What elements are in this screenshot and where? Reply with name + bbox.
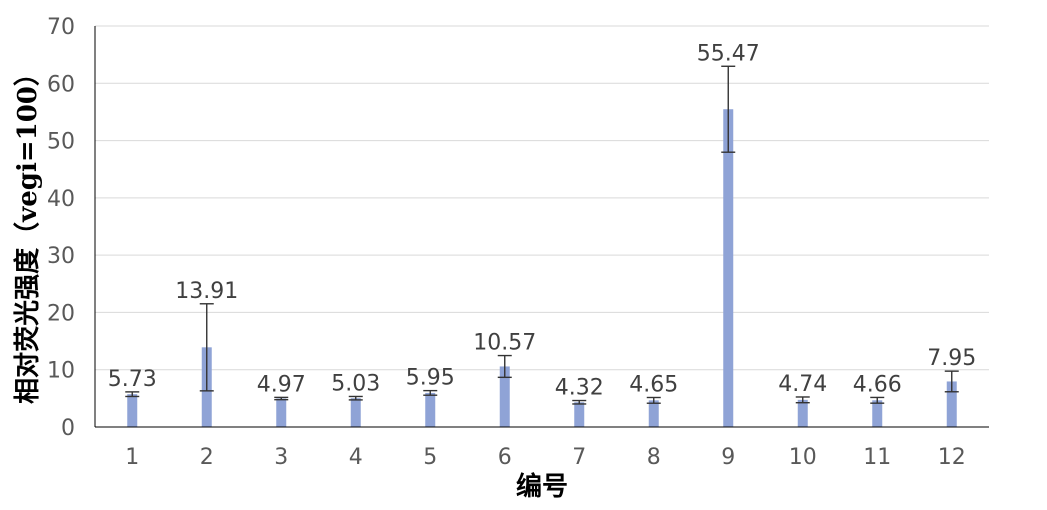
data-label-3: 4.97 [257, 372, 306, 397]
data-label-12: 7.95 [927, 346, 976, 371]
bar-3 [276, 398, 287, 427]
bar-5 [425, 392, 436, 427]
bar-4 [350, 398, 361, 427]
data-label-5: 5.95 [406, 366, 455, 391]
bar-7 [574, 402, 585, 427]
x-tick-label-5: 5 [423, 445, 437, 470]
y-tick-label-20: 20 [47, 301, 75, 326]
data-label-10: 4.74 [778, 372, 827, 397]
x-tick-label-3: 3 [274, 445, 288, 470]
bar-9 [723, 109, 734, 427]
y-tick-label-70: 70 [47, 15, 75, 40]
data-label-1: 5.73 [108, 367, 157, 392]
bar-8 [648, 400, 659, 427]
x-tick-label-9: 9 [721, 445, 735, 470]
bar-12 [946, 381, 957, 427]
y-tick-label-50: 50 [47, 130, 75, 155]
data-label-8: 4.65 [629, 372, 678, 397]
bar-1 [127, 394, 138, 427]
bar-10 [797, 399, 808, 427]
x-tick-label-1: 1 [125, 445, 139, 470]
x-tick-label-4: 4 [349, 445, 363, 470]
y-tick-label-0: 0 [61, 416, 75, 441]
x-tick-label-8: 8 [647, 445, 661, 470]
data-labels: 5.73 13.91 4.97 5.03 5.95 10.57 4.32 4.65 55.47 4… [108, 41, 976, 400]
x-tick-label-12: 12 [938, 445, 966, 470]
data-label-6: 10.57 [473, 331, 536, 356]
x-axis-title: 编号 [516, 471, 568, 502]
gridlines [95, 25, 989, 371]
x-tick-label-7: 7 [572, 445, 586, 470]
x-tick-label-6: 6 [498, 445, 512, 470]
y-axis-title: 相对荧光强度（vegi=100） [12, 60, 43, 404]
error-bars [125, 65, 959, 405]
y-tick-label-10: 10 [47, 359, 75, 384]
data-label-9: 55.47 [697, 41, 760, 66]
bar-6 [499, 366, 510, 427]
data-label-4: 5.03 [331, 371, 380, 396]
bar-11 [872, 400, 883, 427]
data-label-11: 4.66 [853, 372, 902, 397]
y-tick-label-60: 60 [47, 72, 75, 97]
bars [127, 109, 957, 427]
x-tick-label-2: 2 [200, 445, 214, 470]
data-label-2: 13.91 [175, 279, 238, 304]
x-tick-label-10: 10 [789, 445, 817, 470]
x-tick-label-11: 11 [863, 445, 891, 470]
y-tick-label-40: 40 [47, 187, 75, 212]
y-tick-label-30: 30 [47, 244, 75, 269]
data-label-7: 4.32 [555, 376, 604, 401]
